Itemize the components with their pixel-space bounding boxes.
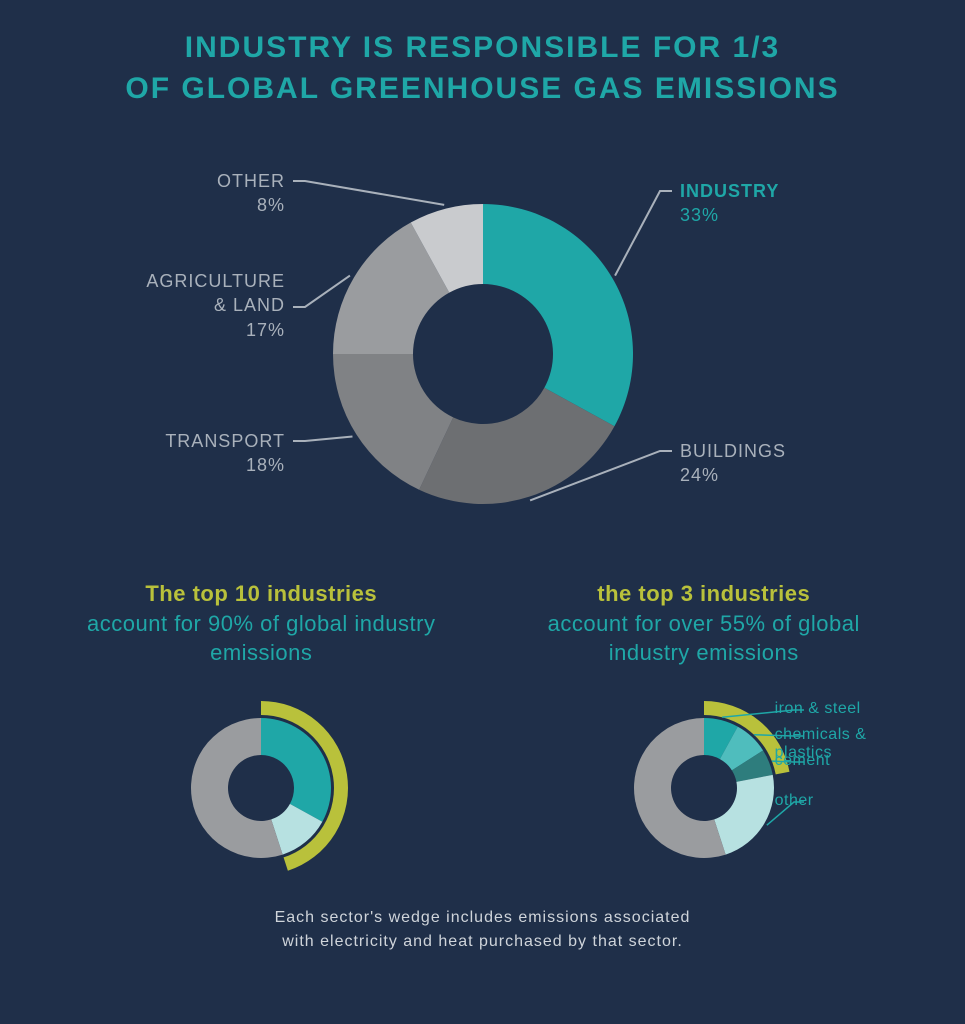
label-buildings-name: BUILDINGS — [680, 439, 786, 463]
page-title: INDUSTRY IS RESPONSIBLE FOR 1/3 OF GLOBA… — [0, 0, 965, 109]
sub-charts-row: The top 10 industries account for 90% of… — [0, 579, 965, 888]
footnote: Each sector's wedge includes emissions a… — [0, 906, 965, 954]
sub-right-rest: account for over 55% of global industry … — [548, 611, 860, 666]
sub-right-chart-wrap: iron & steel chemicals & plastics cement… — [505, 688, 903, 888]
label-transport: TRANSPORT 18% — [165, 429, 285, 478]
label-other-name: OTHER — [217, 169, 285, 193]
label-buildings-pct: 24% — [680, 463, 786, 487]
legend-iron-steel: iron & steel — [775, 700, 861, 718]
title-line-1: INDUSTRY IS RESPONSIBLE FOR 1/3 — [185, 31, 780, 64]
label-other-pct: 8% — [217, 193, 285, 217]
legend-other: other — [775, 792, 814, 810]
sub-right-heading: the top 3 industries account for over 55… — [505, 579, 903, 668]
sub-left-heading: The top 10 industries account for 90% of… — [62, 579, 460, 668]
label-agriculture-pct: 17% — [146, 318, 285, 342]
sub-right-donut — [604, 688, 804, 888]
sub-right-col: the top 3 industries account for over 55… — [505, 579, 903, 888]
footnote-line-2: with electricity and heat purchased by t… — [282, 933, 683, 950]
label-transport-name: TRANSPORT — [165, 429, 285, 453]
label-industry-pct: 33% — [680, 203, 779, 227]
label-agriculture: AGRICULTURE & LAND 17% — [146, 269, 285, 342]
sub-right-accent: the top 3 industries — [597, 581, 810, 606]
sub-left-accent: The top 10 industries — [145, 581, 377, 606]
main-donut-region: INDUSTRY 33% BUILDINGS 24% TRANSPORT 18%… — [0, 139, 965, 569]
sub-left-chart-wrap — [62, 688, 460, 888]
legend-cement: cement — [775, 752, 830, 770]
label-buildings: BUILDINGS 24% — [680, 439, 786, 488]
main-donut-chart — [328, 199, 638, 509]
sub-left-col: The top 10 industries account for 90% of… — [62, 579, 460, 888]
label-industry: INDUSTRY 33% — [680, 179, 779, 228]
title-line-2: OF GLOBAL GREENHOUSE GAS EMISSIONS — [125, 72, 839, 105]
label-agriculture-name: AGRICULTURE & LAND — [146, 269, 285, 318]
footnote-line-1: Each sector's wedge includes emissions a… — [275, 909, 691, 926]
sub-left-donut — [161, 688, 361, 888]
label-transport-pct: 18% — [165, 453, 285, 477]
sub-left-rest: account for 90% of global industry emiss… — [87, 611, 435, 666]
label-other: OTHER 8% — [217, 169, 285, 218]
label-industry-name: INDUSTRY — [680, 179, 779, 203]
